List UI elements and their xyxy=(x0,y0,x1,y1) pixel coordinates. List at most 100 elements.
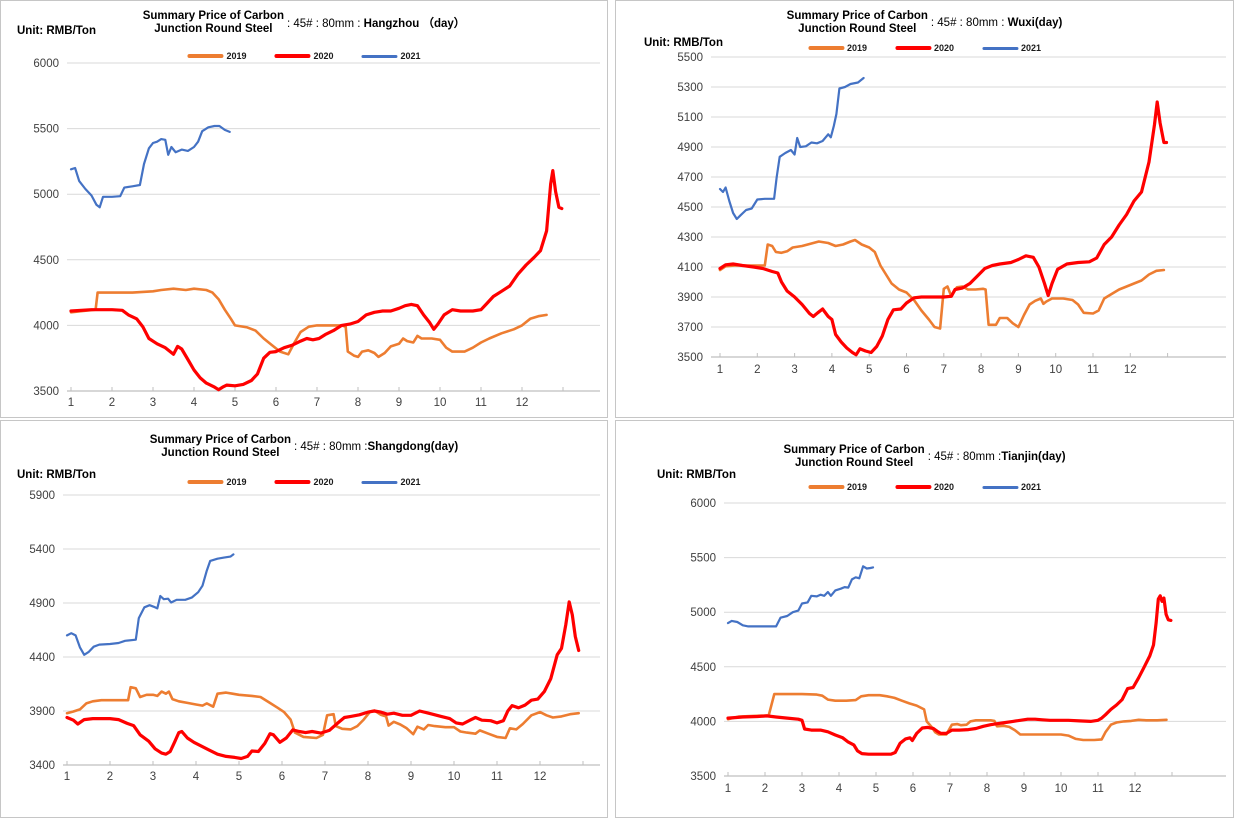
y-axis-tick-label: 4500 xyxy=(677,202,703,214)
series-2019-line xyxy=(718,238,1166,330)
y-axis-tick-label: 3900 xyxy=(677,292,703,304)
plot-area-wuxi: 5500 5300 5100 4900 4700 4500 4300 4100 3900 3700… xyxy=(677,52,1226,376)
title-suffix: : 45# : 80mm :Shangdong(day) xyxy=(294,441,458,453)
y-axis-tick-label: 4000 xyxy=(690,716,716,728)
x-axis-tick-label: 12 xyxy=(1129,783,1142,795)
x-axis-tick-label: 10 xyxy=(434,397,447,409)
legend-swatch-2019 xyxy=(807,46,844,50)
x-axis-tick-label: 3 xyxy=(791,364,797,376)
x-axis-tick-label: 5 xyxy=(866,364,872,376)
y-axis-tick-label: 3500 xyxy=(677,352,703,364)
city-label: Shangdong(day) xyxy=(367,441,459,453)
y-axis-tick-label: 4900 xyxy=(29,598,55,610)
legend-item-2020: 2020 xyxy=(894,482,955,492)
chart-title: Summary Price of Carbon Junction Round St… xyxy=(616,10,1233,36)
city-label: Tianjin(day) xyxy=(1001,451,1066,463)
legend-swatch-2019 xyxy=(807,485,844,489)
series-2019-line xyxy=(65,685,581,740)
legend-label: 2021 xyxy=(1021,43,1042,53)
series-2020-line xyxy=(718,100,1169,357)
y-axis-tick-label: 4100 xyxy=(677,262,703,274)
y-axis-tick-label: 5300 xyxy=(677,82,703,94)
title-line2: Junction Round Steel xyxy=(794,457,914,469)
legend-swatch-2020 xyxy=(894,46,931,50)
y-axis-tick-label: 4900 xyxy=(677,142,703,154)
legend-item-2020: 2020 xyxy=(274,51,334,61)
x-axis-tick-label: 7 xyxy=(947,783,953,795)
series-2021-line xyxy=(65,553,235,656)
legend-label: 2019 xyxy=(846,43,867,53)
legend-item-2021: 2021 xyxy=(361,51,421,61)
x-axis-tick-label: 4 xyxy=(193,771,200,783)
legend-label: 2020 xyxy=(933,43,955,53)
x-axis-tick-label: 7 xyxy=(322,771,328,783)
x-axis-tick-label: 1 xyxy=(68,397,74,409)
title-line1: Summary Price of Carbon xyxy=(786,10,928,22)
y-axis-tick-label: 4000 xyxy=(33,320,59,332)
chart-title: Summary Price of Carbon Junction Round St… xyxy=(1,434,607,460)
title-line2: Junction Round Steel xyxy=(798,23,917,35)
x-axis-tick-label: 5 xyxy=(873,783,879,795)
unit-label: Unit: RMB/Ton xyxy=(17,469,96,481)
legend-label: 2021 xyxy=(1021,482,1042,492)
legend-item-2020: 2020 xyxy=(894,43,955,53)
x-axis-tick-label: 2 xyxy=(754,364,760,376)
x-axis-tick-label: 12 xyxy=(534,771,547,783)
legend-swatch-2019 xyxy=(187,480,224,484)
x-axis-tick-label: 6 xyxy=(903,364,909,376)
series-2019-line xyxy=(69,287,548,359)
title-suffix: : 45# : 80mm :Tianjin(day) xyxy=(928,451,1066,463)
series-2021-line xyxy=(69,124,231,209)
y-axis-tick-label: 4700 xyxy=(677,172,703,184)
y-axis-tick-label: 4500 xyxy=(33,255,59,267)
x-axis-tick-label: 4 xyxy=(191,397,198,409)
spec-text: : 45# : 80mm : xyxy=(927,451,1002,463)
x-axis-tick-label: 11 xyxy=(1087,364,1099,376)
x-axis-tick-label: 3 xyxy=(150,397,156,409)
x-axis-tick-label: 9 xyxy=(1021,783,1027,795)
unit-label: Unit: RMB/Ton xyxy=(17,25,96,37)
unit-label: Unit: RMB/Ton xyxy=(644,37,723,49)
city-label: Wuxi(day) xyxy=(1007,17,1063,29)
x-axis-tick-label: 9 xyxy=(408,771,414,783)
x-axis-tick-label: 11 xyxy=(475,397,487,409)
legend: 2019 2020 2021 xyxy=(187,51,421,61)
x-axis-tick-label: 5 xyxy=(232,397,238,409)
chart-panel-wuxi: Unit: RMB/Ton Summary Price of Carbon Jun… xyxy=(615,0,1234,418)
legend-swatch-2020 xyxy=(894,485,931,489)
y-axis-tick-label: 5900 xyxy=(29,490,55,502)
x-axis-tick-label: 4 xyxy=(836,783,843,795)
y-axis-tick-label: 4400 xyxy=(29,652,55,664)
x-axis-tick-label: 2 xyxy=(107,771,113,783)
chart-panel-hangzhou: Unit: RMB/Ton Summary Price of Carbon Jun… xyxy=(0,0,608,418)
legend-label: 2019 xyxy=(226,477,247,487)
legend-swatch-2021 xyxy=(361,480,398,484)
legend-swatch-2021 xyxy=(982,485,1019,489)
y-axis-tick-label: 5000 xyxy=(690,607,716,619)
unit-label: Unit: RMB/Ton xyxy=(657,469,736,481)
x-axis-tick-label: 1 xyxy=(64,771,70,783)
y-axis-tick-label: 3500 xyxy=(690,771,716,783)
title-line1: Summary Price of Carbon xyxy=(783,444,925,456)
x-axis-tick-label: 11 xyxy=(491,771,503,783)
legend-item-2021: 2021 xyxy=(982,43,1041,53)
legend-label: 2020 xyxy=(933,482,955,492)
legend-label: 2019 xyxy=(846,482,867,492)
y-axis-tick-label: 6000 xyxy=(690,498,716,510)
x-axis-tick-label: 7 xyxy=(941,364,947,376)
title-suffix: : 45# : 80mm : Hangzhou （day） xyxy=(287,15,465,31)
y-axis-tick-label: 5000 xyxy=(33,189,59,201)
title-suffix: : 45# : 80mm : Wuxi(day) xyxy=(931,17,1062,29)
y-axis-tick-label: 3700 xyxy=(677,322,703,334)
legend-item-2020: 2020 xyxy=(274,477,334,487)
x-axis-tick-label: 2 xyxy=(762,783,768,795)
title-line1: Summary Price of Carbon xyxy=(149,434,291,446)
x-axis-tick-label: 6 xyxy=(910,783,916,795)
x-axis-tick-label: 12 xyxy=(516,397,529,409)
y-axis-tick-label: 5500 xyxy=(690,553,716,565)
title-line2: Junction Round Steel xyxy=(161,447,280,459)
legend-label: 2021 xyxy=(400,51,421,61)
